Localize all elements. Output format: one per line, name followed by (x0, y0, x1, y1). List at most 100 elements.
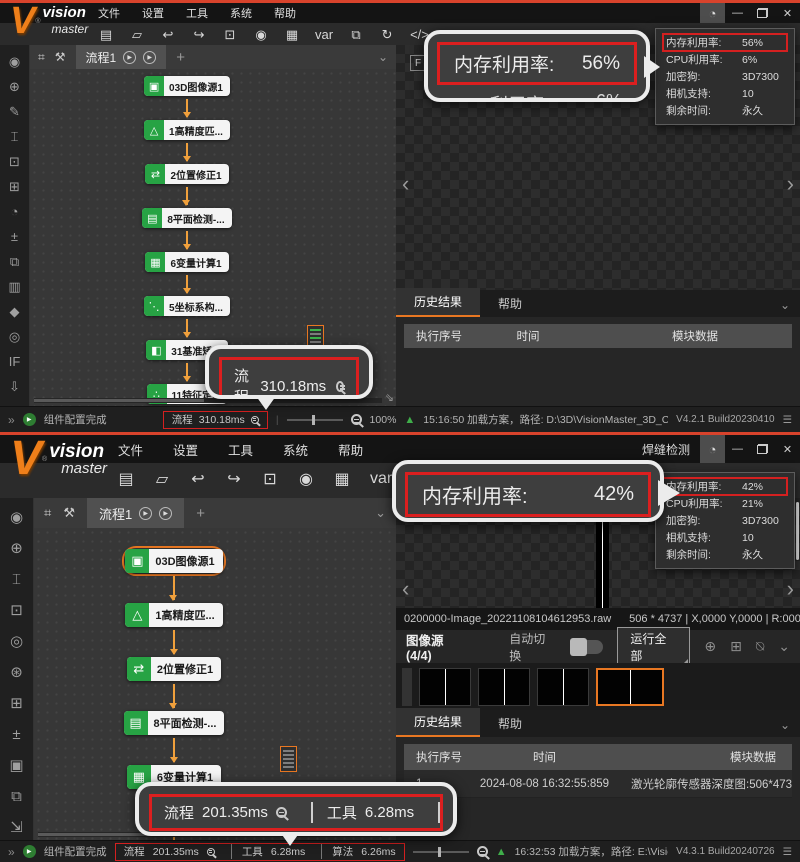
flow-tab[interactable]: 流程1 ▶ ▶ (75, 45, 167, 69)
measure-tool-icon[interactable]: ⌶ (10, 129, 19, 144)
raw-image-strip[interactable] (596, 498, 609, 608)
menu-item[interactable]: 设置 (173, 443, 199, 458)
layers-tool-icon[interactable]: ⧉ (9, 254, 20, 269)
run-once-flow-icon[interactable]: ▶ (143, 50, 157, 64)
frame-tool-icon[interactable]: ⊡ (9, 154, 20, 169)
flow-tree-icon[interactable]: ⌗ (44, 505, 52, 520)
crosshair-tool-icon[interactable]: ⊕ (9, 79, 20, 94)
resize-handle-icon[interactable]: ⇘ (384, 392, 394, 404)
magnifier-icon[interactable] (476, 846, 488, 857)
search-log-icon[interactable] (250, 415, 259, 424)
viewer-scrollbar[interactable] (796, 502, 799, 560)
menu-item[interactable]: 文件 (118, 443, 144, 458)
module-list-icon[interactable]: ▦ (334, 471, 350, 488)
image-thumbnail[interactable] (596, 667, 664, 706)
warning-triangle-icon[interactable]: ▲ (495, 845, 507, 858)
zoom-slider-handle[interactable] (437, 846, 441, 857)
menu-item[interactable]: 系统 (283, 443, 309, 458)
flow-node[interactable]: ⋱ 5坐标系构... (141, 275, 233, 319)
toggle-knob[interactable] (570, 637, 588, 656)
table-row[interactable]: 1 2024-08-08 16:32:55:859 激光轮廓传感器深度图:506… (404, 770, 792, 798)
prev-image-chevron[interactable]: ‹ (402, 171, 410, 196)
delete-image-icon[interactable]: ⍉ (755, 638, 765, 654)
flow-node[interactable]: ▣ 03D图像源1 (141, 73, 233, 99)
flow-node[interactable]: △ 1高精度匹... (141, 99, 233, 143)
magnifier-icon[interactable] (350, 414, 362, 425)
menu-item[interactable]: 文件 (98, 8, 120, 20)
warning-triangle-icon[interactable]: ▲ (404, 413, 416, 426)
chevron-down-icon[interactable]: ⌄ (377, 50, 388, 64)
horizontal-scrollbar[interactable] (34, 398, 382, 403)
flow-node[interactable]: ▤ 8平面检测-... (121, 684, 228, 738)
add-folder-icon[interactable]: ⊞ (730, 638, 742, 654)
menu-item[interactable]: 工具 (228, 443, 254, 458)
restore-button[interactable] (750, 3, 775, 23)
color-wheel-tool-icon[interactable]: ⊛ (10, 664, 23, 681)
calculator-tool-icon[interactable]: ± (10, 229, 19, 244)
flow-node[interactable]: ▣ 03D图像源1 (122, 546, 226, 576)
next-image-chevron[interactable]: › (786, 576, 794, 601)
new-window-icon[interactable]: ⊡ (224, 26, 236, 42)
crosshair-tool-icon[interactable]: ⊕ (10, 540, 23, 557)
chevron-down-icon[interactable]: ⌄ (375, 505, 386, 520)
menu-item[interactable]: 帮助 (338, 443, 364, 458)
contour-tool-icon[interactable]: ◎ (9, 633, 24, 650)
minimize-button[interactable]: — (732, 443, 743, 455)
script-icon[interactable]: </> (410, 27, 429, 42)
frame-tool-icon[interactable]: ⊡ (10, 602, 23, 619)
close-button[interactable]: ✕ (782, 443, 793, 456)
run-status-icon[interactable]: ▶ (22, 845, 36, 858)
sphere-tool-icon[interactable]: ◔ (10, 204, 19, 219)
minimized-module-widget[interactable] (280, 746, 297, 772)
add-flow-button[interactable]: + (196, 504, 205, 522)
chevron-down-icon[interactable]: ⌄ (778, 638, 790, 654)
wrench-icon[interactable]: ⚒ (63, 505, 75, 520)
module-list-icon[interactable]: ▦ (285, 26, 299, 42)
collapse-sidebar-icon[interactable]: » (8, 412, 15, 427)
image-thumbnail[interactable] (537, 667, 589, 706)
calculator-tool-icon[interactable]: ± (12, 726, 21, 743)
add-flow-button[interactable]: + (176, 48, 185, 66)
search-log-icon[interactable] (275, 807, 287, 818)
run-flow-icon[interactable]: ▶ (139, 506, 153, 520)
variable-icon[interactable]: var (370, 470, 393, 487)
zoom-slider-handle[interactable] (311, 414, 315, 425)
prev-image-chevron[interactable]: ‹ (402, 576, 410, 601)
collapse-sidebar-icon[interactable]: » (8, 844, 15, 859)
open-icon[interactable]: ▱ (132, 26, 142, 42)
close-button[interactable]: ✕ (782, 7, 793, 20)
tab-help[interactable]: 帮助 (498, 717, 523, 731)
flow-time-status-box[interactable]: 流程 201.35ms 工具 6.28ms 算法 6.26ms (114, 842, 405, 861)
camera-tool-icon[interactable]: ◉ (9, 509, 24, 526)
performance-monitor-button[interactable]: ◔ (700, 3, 725, 23)
minimize-button[interactable]: — (732, 7, 743, 19)
chevron-down-icon[interactable]: ⌄ (779, 298, 790, 312)
undo-icon[interactable]: ↩ (191, 471, 205, 488)
flow-node[interactable]: ▤ 8平面检测-... (139, 187, 234, 231)
measure-tool-icon[interactable]: ⌶ (11, 571, 21, 588)
scrollbar-thumb[interactable] (34, 399, 204, 402)
add-image-icon[interactable]: ⊕ (704, 638, 717, 654)
search-log-icon[interactable] (206, 847, 215, 856)
performance-monitor-button[interactable]: ◔ (700, 435, 725, 463)
minimized-module-widget[interactable] (307, 325, 324, 347)
output-tool-icon[interactable]: ⇩ (9, 379, 20, 394)
log-list-icon[interactable]: ☰ (782, 413, 792, 426)
auto-switch-toggle[interactable] (570, 637, 604, 656)
circle-tool-icon[interactable]: ◎ (8, 329, 21, 344)
if-block-icon[interactable]: IF (8, 354, 21, 369)
tab-history-results[interactable]: 历史结果 (396, 708, 481, 737)
save-icon[interactable]: ▤ (118, 471, 134, 488)
variable-icon[interactable]: var (315, 27, 334, 42)
tab-history-results[interactable]: 历史结果 (396, 288, 481, 317)
menu-item[interactable]: 设置 (142, 8, 164, 20)
flow-node[interactable]: ⇄ 2位置修正1 (124, 630, 224, 684)
flow-node[interactable]: ⇄ 2位置修正1 (142, 143, 231, 187)
restore-button[interactable] (750, 435, 775, 463)
menu-item[interactable]: 帮助 (274, 8, 296, 20)
redo-icon[interactable]: ↪ (227, 471, 241, 488)
transform-tool-icon[interactable]: ⊞ (10, 695, 23, 712)
new-window-icon[interactable]: ⊡ (263, 471, 277, 488)
menu-item[interactable]: 系统 (230, 8, 252, 20)
wrench-icon[interactable]: ⚒ (54, 50, 66, 64)
